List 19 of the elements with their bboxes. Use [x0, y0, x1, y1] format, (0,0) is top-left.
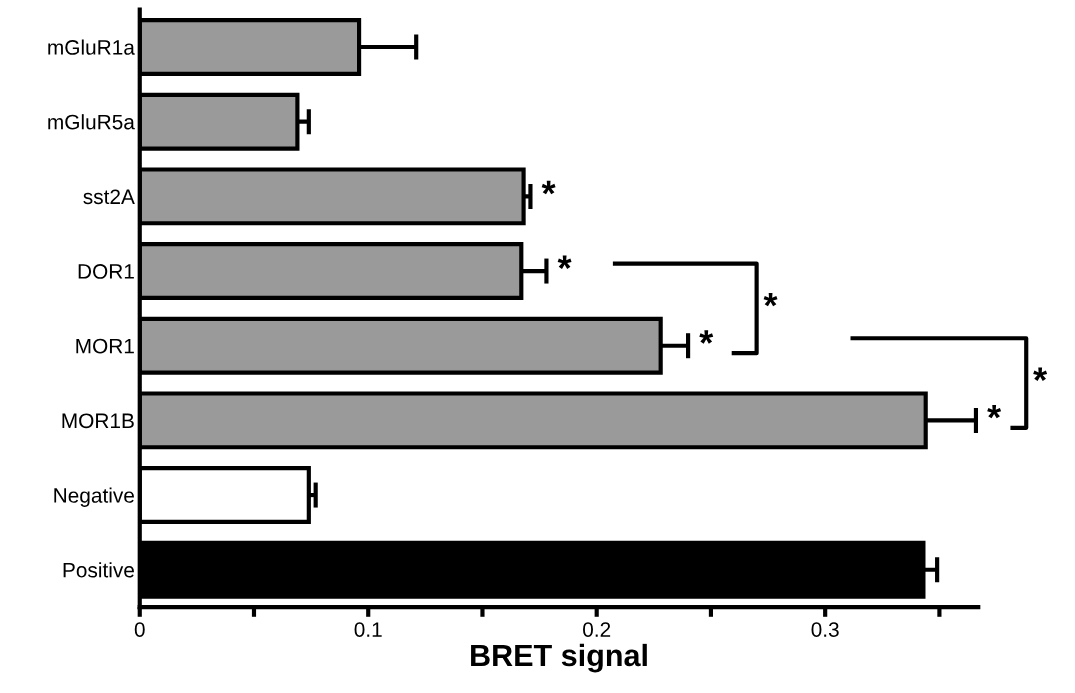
y-tick-label: MOR1 [76, 338, 134, 354]
y-tick-label: mGluR1a [48, 39, 135, 55]
y-tick-label: Positive [63, 562, 134, 578]
y-tick-label: sst2A [83, 189, 135, 205]
y-tick-label: MOR1B [62, 413, 134, 429]
text: * [1033, 367, 1048, 381]
annotation: * [699, 330, 714, 344]
x-tick-label: 0.3 [811, 622, 839, 637]
annotation: * [987, 404, 1002, 419]
x-tick-label: 0 [134, 622, 145, 637]
x-tick-label: 0.1 [354, 622, 382, 637]
annotation: * [557, 255, 572, 269]
y-tick-label: mGluR5a [48, 114, 135, 130]
annotation: * [541, 180, 556, 195]
x-tick-label: 0.2 [583, 622, 611, 637]
y-tick-label: DOR1 [78, 264, 134, 279]
annotation: * [763, 292, 778, 307]
y-tick-label: Negative [54, 487, 134, 507]
x-axis-title: BRET signal [471, 643, 647, 673]
